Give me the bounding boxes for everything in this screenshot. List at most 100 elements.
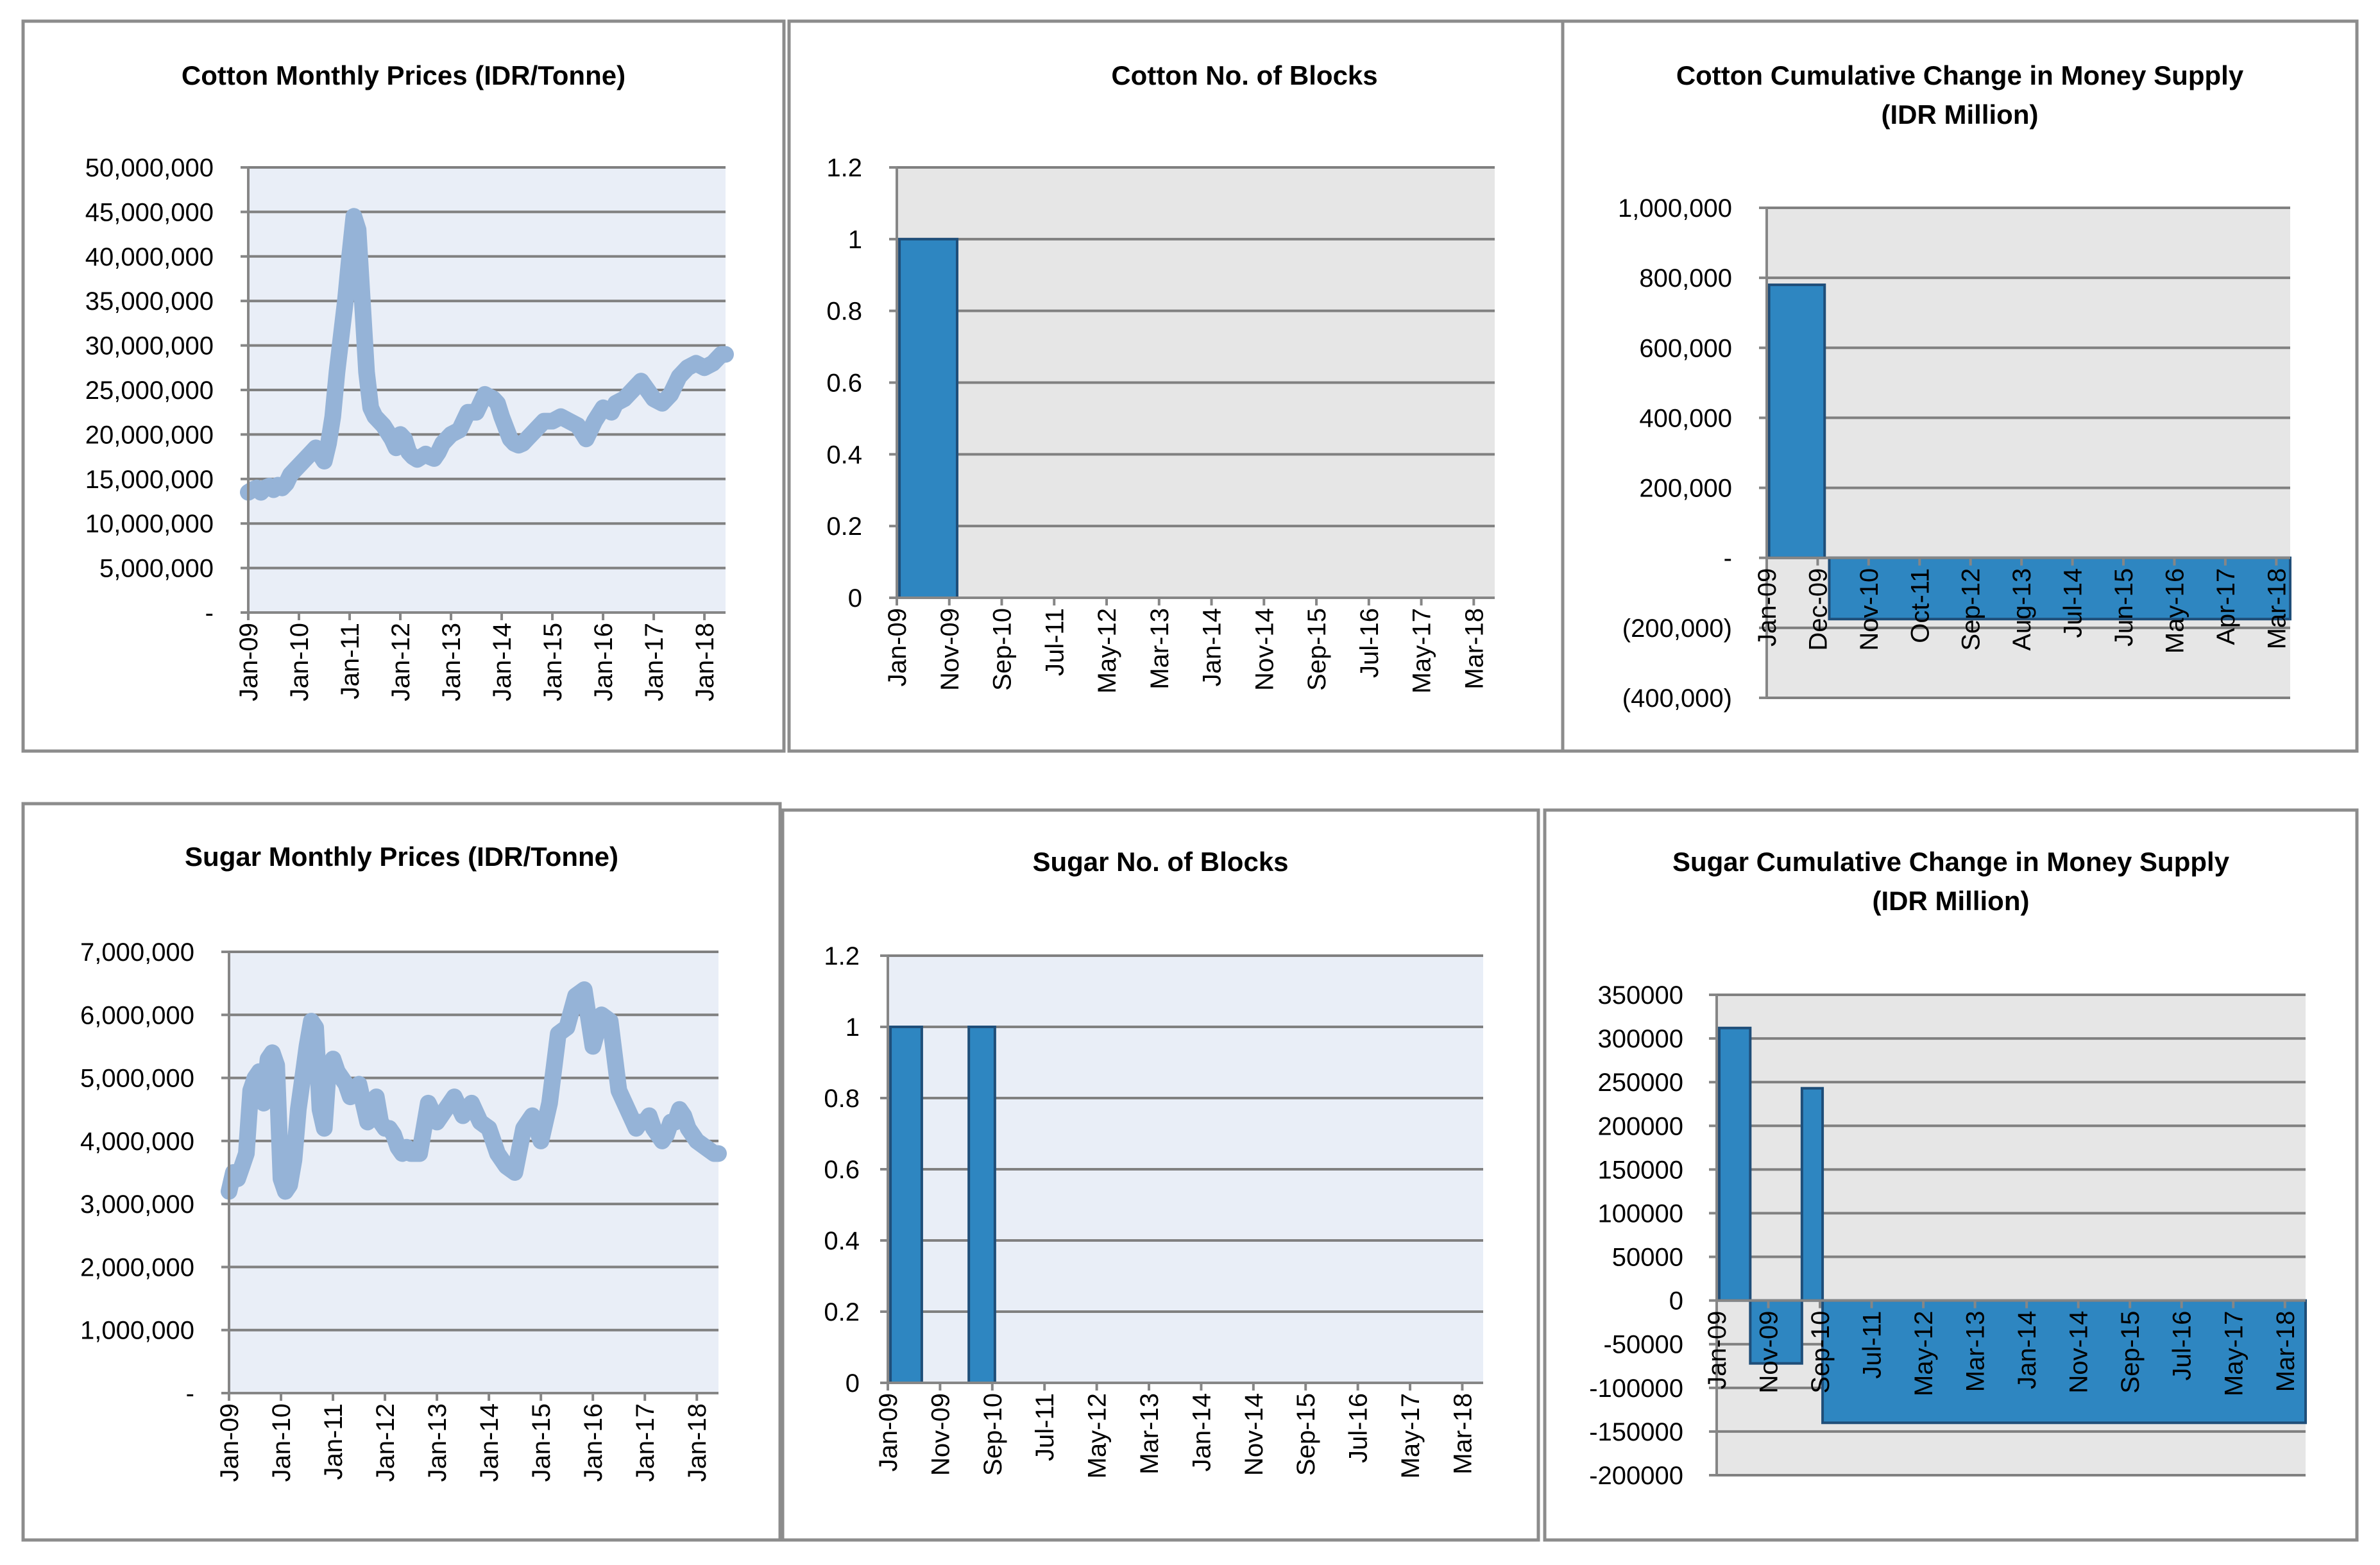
x-tick-label: May-17: [1397, 1393, 1425, 1478]
x-tick-label: Jan-12: [387, 623, 415, 701]
x-tick-label: Apr-17: [2212, 568, 2240, 645]
chart-subtitle: (IDR Million): [1873, 886, 2030, 916]
y-tick-label: -50000: [1603, 1331, 1683, 1359]
x-tick-label: May-12: [1910, 1311, 1938, 1396]
y-tick-label: 35,000,000: [85, 287, 214, 316]
y-tick-label: 3,000,000: [80, 1190, 194, 1219]
x-tick-label: Jan-18: [691, 623, 719, 701]
x-tick-label: Jan-16: [590, 623, 618, 701]
y-tick-label: 0.4: [824, 1227, 860, 1255]
y-tick-label: 5,000,000: [80, 1065, 194, 1093]
x-tick-label: Jan-14: [1198, 608, 1227, 686]
x-tick-label: Jan-10: [268, 1403, 296, 1482]
y-tick-label: (400,000): [1622, 684, 1732, 713]
bar-3: [1800, 1087, 1824, 1302]
x-tick-label: Nov-09: [1755, 1311, 1783, 1394]
y-tick-label: 1.2: [824, 942, 860, 970]
x-tick-label: Nov-14: [1240, 1393, 1268, 1476]
x-tick-label: Jan-14: [475, 1403, 504, 1482]
chart-sugar-money: Sugar Cumulative Change in Money Supply (…: [1543, 808, 2359, 1542]
x-tick-label: Jan-09: [1753, 568, 1781, 647]
x-tick-label: Jan-14: [1187, 1393, 1216, 1471]
x-tick-label: Sep-15: [1292, 1393, 1320, 1476]
x-tick-label: Jul-16: [1356, 608, 1384, 678]
y-tick-label: 800,000: [1639, 264, 1732, 292]
y-tick-label: 50,000,000: [85, 154, 214, 182]
x-tick-label: Jan-09: [1703, 1311, 1731, 1389]
y-tick-label: 100000: [1598, 1199, 1683, 1228]
y-tick-label: 50000: [1612, 1244, 1683, 1272]
x-tick-label: Sep-15: [1303, 608, 1331, 691]
chart-title: Cotton Monthly Prices (IDR/Tonne): [182, 60, 625, 90]
y-tick-label: 0.4: [826, 441, 862, 469]
y-tick-label: 2,000,000: [80, 1253, 194, 1282]
x-tick-label: Sep-10: [979, 1393, 1007, 1476]
y-tick-label: 15,000,000: [85, 466, 214, 494]
x-tick-label: Jan-17: [631, 1403, 659, 1482]
chart-title: Sugar Monthly Prices (IDR/Tonne): [185, 842, 618, 872]
y-tick-label: 0.8: [824, 1085, 860, 1113]
chart-title: Sugar No. of Blocks: [1032, 847, 1288, 877]
x-tick-label: Jan-16: [579, 1403, 608, 1482]
chart-sugar-blocks: Sugar No. of Blocks 0 0.2 0.4 0.6 0.8 1 1.2 Jan-…: [781, 808, 1540, 1542]
y-tick-label: 1,000,000: [80, 1317, 194, 1345]
bar-1: [898, 237, 959, 600]
x-tick-label: Mar-13: [1962, 1311, 1990, 1392]
x-tick-label: Jan-09: [874, 1393, 903, 1471]
y-tick-label: 0.6: [824, 1156, 860, 1184]
y-tick-label: 1,000,000: [1618, 194, 1732, 223]
x-tick-label: Jul-11: [1041, 608, 1069, 676]
x-tick-label: May-16: [2161, 568, 2189, 654]
x-tick-label: Sep-10: [989, 608, 1017, 691]
y-tick-label: 300000: [1598, 1025, 1683, 1053]
chart-cotton-blocks: Cotton No. of Blocks 0 0.2 0.4 0.6 0.8 1 1.2 Jan…: [787, 19, 1702, 753]
chart-title: Sugar Cumulative Change in Money Supply: [1672, 847, 2230, 877]
y-tick-label: 400,000: [1639, 404, 1732, 432]
x-tick-label: May-17: [2220, 1311, 2248, 1396]
x-tick-label: Dec-09: [1804, 568, 1832, 651]
x-tick-label: Jan-09: [216, 1403, 244, 1482]
y-tick-label: (200,000): [1622, 614, 1732, 643]
x-tick-label: Jan-11: [336, 623, 364, 699]
y-tick-label: 40,000,000: [85, 243, 214, 271]
bar-1: [1718, 1026, 1752, 1302]
y-tick-label: 5,000,000: [99, 555, 214, 583]
x-tick-label: Mar-13: [1146, 608, 1174, 689]
x-tick-label: Mar-13: [1135, 1393, 1164, 1475]
y-tick-label: 0: [848, 584, 862, 613]
x-tick-label: Sep-15: [2116, 1311, 2145, 1394]
y-tick-label: -: [205, 599, 214, 627]
y-tick-label: 0: [846, 1369, 860, 1398]
y-tick-label: 0.2: [824, 1298, 860, 1326]
x-tick-label: Jul-14: [2059, 568, 2087, 638]
x-tick-label: Mar-18: [2263, 568, 2291, 650]
chart-cotton-money: Cotton Cumulative Change in Money Supply…: [1561, 19, 2359, 753]
x-tick-label: Jan-10: [285, 623, 314, 701]
y-tick-label: 6,000,000: [80, 1001, 194, 1029]
x-tick-label: Jun-15: [2110, 568, 2138, 647]
y-tick-label: 1: [846, 1013, 860, 1042]
x-tick-label: Aug-13: [2008, 568, 2036, 651]
price-series-line: [240, 208, 734, 501]
x-tick-label: May-17: [1408, 608, 1436, 693]
y-tick-label: 25,000,000: [85, 376, 214, 405]
y-tick-label: 0.6: [826, 369, 862, 398]
y-tick-label: 1.2: [826, 154, 862, 182]
y-tick-label: 600,000: [1639, 334, 1732, 362]
y-tick-label: 250000: [1598, 1069, 1683, 1097]
x-tick-label: Jan-09: [883, 608, 912, 686]
bar-4: [1821, 1299, 2307, 1425]
y-tick-label: 10,000,000: [85, 510, 214, 538]
bar-2: [967, 1026, 996, 1384]
y-tick-label: -: [186, 1380, 194, 1408]
y-tick-label: 1: [848, 226, 862, 254]
y-tick-label: 0.8: [826, 298, 862, 326]
x-tick-label: Jan-11: [319, 1403, 348, 1480]
x-tick-label: Nov-10: [1855, 568, 1883, 651]
y-tick-label: 0.2: [826, 512, 862, 541]
y-tick-label: -100000: [1589, 1375, 1683, 1403]
x-tick-label: Jul-16: [2168, 1311, 2197, 1381]
x-tick-label: May-12: [1093, 608, 1121, 693]
x-tick-label: Jan-09: [235, 623, 263, 701]
